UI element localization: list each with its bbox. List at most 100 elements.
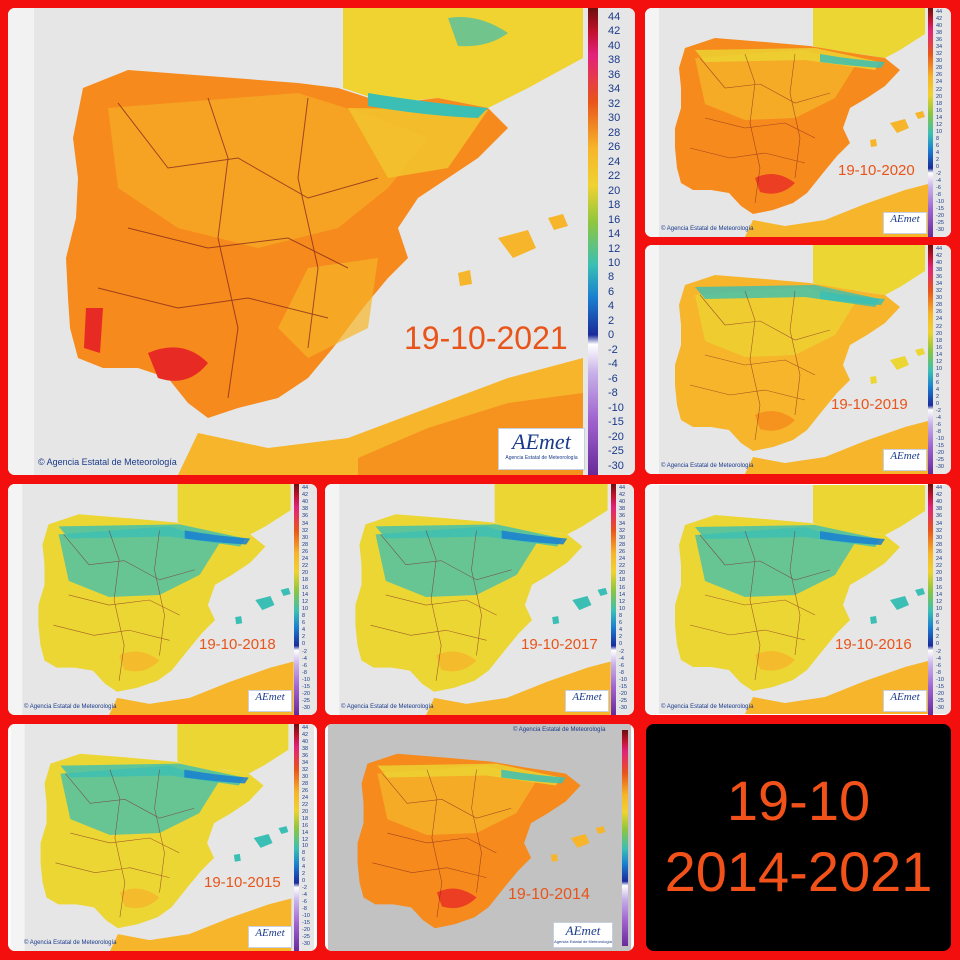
summary-date: 19-10	[726, 769, 871, 832]
scale-label: -20	[619, 691, 627, 698]
scale-label: 44	[936, 9, 943, 15]
scale-label: 0	[619, 641, 623, 648]
temperature-map-2019	[645, 245, 951, 474]
scale-label: 12	[302, 836, 309, 843]
scale-label: 32	[608, 97, 621, 110]
scale-label: 12	[608, 242, 621, 255]
scale-label: 6	[936, 142, 940, 149]
scale-label: 36	[608, 68, 621, 81]
aemet-logo: AEmet	[883, 212, 927, 234]
summary-years: 2014-2021	[664, 840, 933, 903]
scale-label: -20	[302, 927, 310, 934]
credit-text: © Agencia Estatal de Meteorología	[24, 940, 117, 946]
scale-label: 14	[619, 591, 626, 598]
scale-label: -8	[608, 387, 618, 400]
scale-label: 34	[936, 281, 943, 288]
scale-label: -4	[302, 892, 307, 899]
scale-label: 16	[619, 584, 626, 591]
scale-label: 8	[608, 271, 615, 284]
scale-label: -4	[302, 655, 307, 662]
scale-label: 38	[936, 506, 943, 513]
scale-label: 10	[302, 605, 309, 612]
scale-label: -6	[936, 422, 941, 429]
scale-label: 32	[302, 766, 309, 773]
scale-label: -10	[936, 676, 944, 683]
scale-label: -6	[936, 662, 941, 669]
scale-label: -10	[302, 913, 310, 920]
scale-label: 6	[936, 379, 940, 386]
scale-label: 18	[608, 199, 621, 212]
scale-label: 20	[936, 93, 943, 100]
scale-labels-2021: 44 42 40 38 36 34 32 30 28 26 24 22 20 1…	[608, 12, 624, 472]
color-scale-2015	[294, 724, 299, 951]
scale-label: -10	[302, 676, 310, 683]
scale-label: 38	[936, 267, 943, 274]
color-scale-2016	[928, 484, 933, 715]
map-date-2019: 19-10-2019	[831, 396, 908, 413]
scale-label: 40	[936, 499, 943, 506]
map-date-2015: 19-10-2015	[204, 874, 281, 891]
scale-label: -30	[936, 227, 944, 234]
scale-label: 8	[936, 612, 940, 619]
scale-label: -20	[936, 213, 944, 220]
scale-label: 8	[302, 612, 306, 619]
scale-label: 22	[619, 563, 626, 570]
scale-label: 32	[936, 51, 943, 58]
map-panel-2015: 19-10-2015 © Agencia Estatal de Meteorol…	[8, 724, 317, 951]
scale-label: -8	[302, 906, 307, 913]
scale-label: 2	[936, 393, 940, 400]
scale-label: 18	[619, 577, 626, 584]
scale-label: -6	[936, 185, 941, 192]
scale-labels-2020: 44 42 40 38 36 34 32 30 28 26 24 22 20 18 16 14 12 10 8 6 4 2…	[936, 9, 944, 234]
scale-labels-2016: 44 42 40 38 36 34 32 30 28 26 24 22 20 18 16 14 12 10 8 6 4 2…	[936, 485, 944, 712]
scale-label: 2	[302, 871, 306, 878]
scale-label: 38	[302, 506, 309, 513]
aemet-logo: AEmet	[248, 690, 292, 712]
scale-label: 18	[936, 337, 943, 344]
scale-label: -10	[608, 401, 624, 414]
scale-label: 30	[936, 58, 943, 65]
scale-label: 44	[302, 725, 309, 731]
temperature-map-2018	[8, 484, 317, 715]
scale-label: 12	[936, 121, 943, 128]
scale-label: -30	[619, 705, 627, 712]
scale-label: 34	[619, 520, 626, 527]
scale-label: 14	[936, 591, 943, 598]
scale-label: 16	[302, 822, 309, 829]
scale-label: 42	[302, 731, 309, 738]
aemet-logo: AEmet	[565, 690, 609, 712]
scale-label: 10	[936, 128, 943, 135]
scale-label: 28	[936, 541, 943, 548]
scale-label: 4	[936, 386, 940, 393]
scale-label: 28	[619, 541, 626, 548]
summary-panel: 19-10 2014-2021	[646, 724, 951, 951]
scale-label: 8	[619, 612, 623, 619]
scale-label: 4	[936, 149, 940, 156]
scale-label: 0	[936, 401, 940, 408]
logo-word: AEmet	[255, 927, 285, 939]
logo-word: AEmet	[565, 923, 601, 938]
logo-word: AEmet	[890, 691, 920, 703]
scale-label: 8	[936, 135, 940, 142]
scale-label: 40	[619, 499, 626, 506]
map-panel-2020: 19-10-2020 © Agencia Estatal de Meteorol…	[645, 8, 951, 237]
temperature-map-2020	[645, 8, 951, 237]
scale-label: 12	[302, 598, 309, 605]
scale-label: 40	[302, 738, 309, 745]
scale-label: -20	[936, 691, 944, 698]
scale-label: 4	[302, 864, 306, 871]
scale-label: 44	[936, 485, 943, 491]
scale-label: 30	[302, 773, 309, 780]
scale-label: 10	[619, 605, 626, 612]
map-panel-2014: 19-10-2014 © Agencia Estatal de Meteorol…	[325, 724, 634, 951]
scale-label: 22	[608, 170, 621, 183]
scale-label: -4	[619, 655, 624, 662]
scale-label: 44	[936, 246, 943, 252]
scale-label: 16	[936, 584, 943, 591]
scale-label: 42	[619, 492, 626, 499]
logo-word: AEmet	[890, 450, 920, 462]
scale-label: 4	[936, 627, 940, 634]
scale-label: -25	[302, 934, 310, 941]
map-date-2018: 19-10-2018	[199, 636, 276, 653]
scale-label: -20	[302, 691, 310, 698]
